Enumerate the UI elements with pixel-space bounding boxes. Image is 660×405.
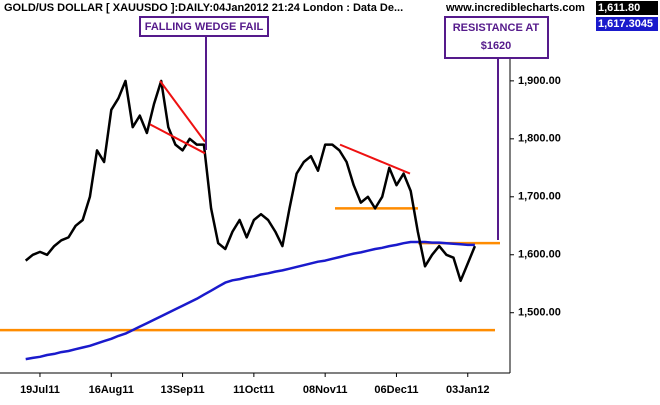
annotation-text: RESISTANCE AT: [453, 22, 540, 34]
x-tick-label: 03Jan12: [446, 384, 489, 396]
x-tick-label: 08Nov11: [303, 384, 348, 396]
y-tick-label: 1,500.00: [518, 307, 561, 319]
x-tick-label: 16Aug11: [89, 384, 134, 396]
chart-title: GOLD/US DOLLAR [ XAUUSDO ]:DAILY:04Jan20…: [4, 2, 403, 14]
last-value-box: [596, 1, 658, 15]
y-tick-label: 1,700.00: [518, 191, 561, 203]
last-value-label: 1,611.80: [598, 2, 640, 14]
annotation-box: [444, 16, 549, 59]
x-tick-label: 11Oct11: [233, 384, 275, 396]
x-tick-label: 19Jul11: [20, 384, 60, 396]
trend-line: [159, 80, 206, 143]
trend-line: [149, 123, 206, 155]
annotation-box: [139, 16, 269, 37]
source: www.incrediblecharts.com: [445, 2, 585, 14]
x-tick-label: 06Dec11: [374, 384, 418, 396]
last-value-label: 1,617.3045: [598, 18, 653, 30]
y-tick-label: 1,800.00: [518, 133, 561, 145]
x-tick-label: 13Sep11: [161, 384, 205, 396]
annotation-text: FALLING WEDGE FAIL: [145, 21, 264, 33]
last-value-box: [596, 17, 658, 31]
series-line: [25, 240, 475, 361]
annotation-text: $1620: [481, 40, 512, 52]
y-tick-label: 1,600.00: [518, 249, 561, 261]
y-tick-label: 1,900.00: [518, 75, 561, 87]
trend-line: [339, 143, 411, 175]
series-line: [24, 79, 477, 283]
